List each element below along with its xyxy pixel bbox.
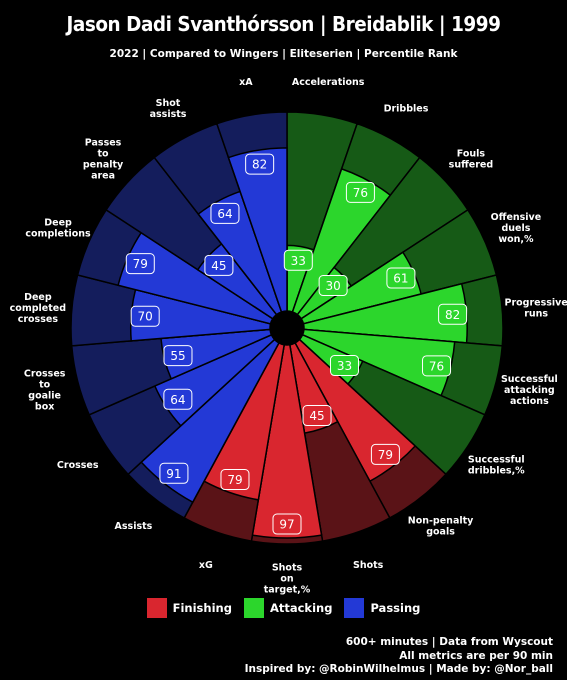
value-label-xa: 82	[252, 158, 267, 172]
value-label-shots: 45	[309, 409, 324, 423]
chart-title: Jason Dadi Svanthórsson | Breidablik | 1…	[66, 12, 501, 36]
value-label-successful-attacking-actions: 76	[429, 359, 444, 373]
metric-label-shot-assists: Shot assists	[150, 98, 187, 120]
metric-label-dribbles: Dribbles	[384, 104, 429, 115]
pizza-chart: 33 Accelerations 76 Dribbles 30 Fouls suffered…	[10, 77, 567, 596]
value-box-successful-dribbles	[329, 355, 359, 377]
value-box-crosses	[163, 388, 193, 410]
metric-label-non-penalty-goals: Non-penalty goals	[408, 515, 474, 537]
metric-label-fouls-suffered: Fouls suffered	[449, 149, 494, 171]
value-box-shot-assists	[210, 202, 240, 224]
metric-label-successful-attacking-actions: Successful attacking actions	[501, 374, 558, 407]
legend-item-attacking: Attacking	[243, 598, 333, 618]
legend-item-finishing: Finishing	[146, 598, 232, 618]
value-label-shot-assists: 64	[217, 207, 232, 221]
legend-swatch-passing	[344, 598, 365, 618]
metric-label-accelerations: Accelerations	[292, 77, 365, 88]
metric-label-successful-dribbles: Successful dribbles,%	[468, 455, 525, 477]
value-label-passes-to-penalty-area: 45	[211, 259, 226, 273]
value-label-accelerations: 33	[291, 254, 306, 268]
value-box-dribbles	[345, 181, 375, 203]
value-box-progressive-runs	[438, 303, 468, 325]
footer-line-per90: All metrics are per 90 min	[399, 649, 553, 662]
metric-label-shots-on-target: Shots on target,%	[264, 563, 311, 596]
value-box-shots	[302, 405, 332, 427]
footer-line-credits: Inspired by: @RobinWilhelmus | Made by: …	[244, 663, 553, 675]
metric-label-crosses-to-goalie-box: Crosses to goalie box	[24, 368, 66, 412]
center-hole	[270, 311, 304, 345]
legend-swatch-finishing	[146, 598, 167, 618]
metric-label-deep-completed-crosses: Deep completed crosses	[10, 292, 66, 325]
value-label-shots-on-target: 97	[279, 518, 294, 532]
value-box-xg	[220, 469, 250, 491]
legend-swatch-attacking	[243, 598, 264, 618]
value-label-crosses: 64	[170, 393, 185, 407]
value-box-accelerations	[283, 249, 313, 271]
value-label-assists: 91	[166, 467, 181, 481]
value-box-deep-completed-crosses	[130, 305, 160, 327]
value-label-progressive-runs: 82	[445, 308, 460, 322]
value-label-dribbles: 76	[353, 186, 368, 200]
legend: Finishing Attacking Passing	[0, 598, 567, 618]
value-box-successful-attacking-actions	[422, 355, 452, 377]
value-label-deep-completed-crosses: 70	[138, 310, 153, 324]
metric-label-shots: Shots	[353, 560, 384, 571]
value-label-offensive-duels-won: 61	[393, 272, 408, 286]
value-box-fouls-suffered	[318, 275, 348, 297]
value-box-crosses-to-goalie-box	[163, 345, 193, 367]
value-box-offensive-duels-won	[386, 267, 416, 289]
metric-label-progressive-runs: Progressive runs	[504, 297, 567, 319]
value-box-non-penalty-goals	[370, 443, 400, 465]
value-label-deep-completions: 79	[133, 257, 148, 271]
value-label-non-penalty-goals: 79	[378, 448, 393, 462]
value-label-crosses-to-goalie-box: 55	[170, 349, 185, 363]
legend-item-passing: Passing	[344, 598, 420, 618]
value-box-deep-completions	[125, 253, 155, 275]
metric-label-xg: xG	[199, 560, 213, 571]
metric-label-crosses: Crosses	[57, 460, 99, 471]
value-label-fouls-suffered: 30	[325, 279, 340, 293]
metric-label-passes-to-penalty-area: Passes to penalty area	[83, 138, 124, 182]
value-box-xa	[245, 153, 275, 175]
value-box-assists	[159, 462, 189, 484]
value-box-passes-to-penalty-area	[204, 254, 234, 276]
legend-label-attacking: Attacking	[269, 601, 333, 615]
metric-label-offensive-duels-won: Offensive duels won,%	[491, 212, 542, 245]
footer-line-minutes: 600+ minutes | Data from Wyscout	[345, 636, 553, 648]
value-label-successful-dribbles: 33	[337, 359, 352, 373]
legend-label-passing: Passing	[370, 601, 421, 615]
metric-label-xa: xA	[239, 77, 253, 88]
chart-subtitle: 2022 | Compared to Wingers | Eliteserien…	[109, 48, 458, 60]
metric-label-assists: Assists	[115, 521, 153, 532]
metric-label-deep-completions: Deep completions	[25, 218, 91, 240]
footer: 600+ minutes | Data from Wyscout All met…	[245, 636, 553, 677]
legend-label-finishing: Finishing	[172, 601, 232, 615]
value-label-xg: 79	[227, 473, 242, 487]
value-box-shots-on-target	[272, 513, 302, 535]
